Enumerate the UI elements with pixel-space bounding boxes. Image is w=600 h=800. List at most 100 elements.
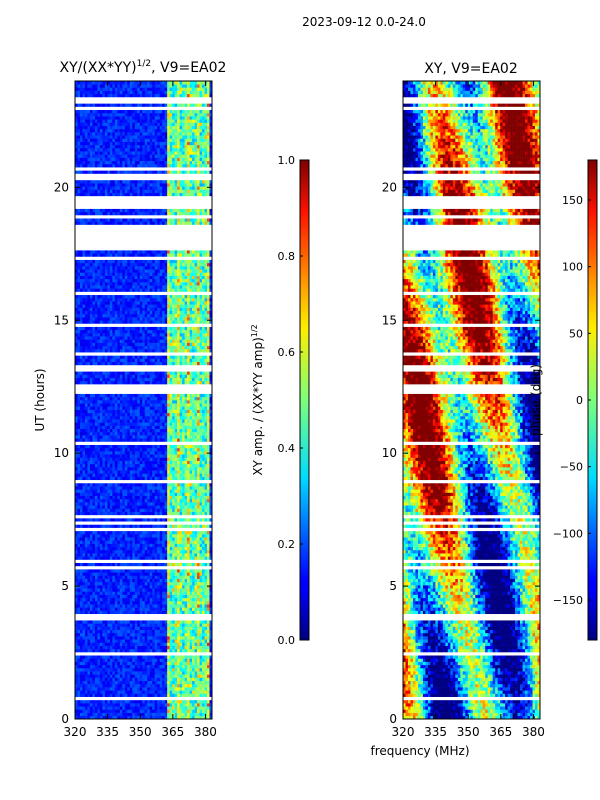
heatmap-cell (122, 610, 126, 615)
heatmap-cell (132, 629, 136, 634)
heatmap-cell (87, 642, 91, 646)
heatmap-cell (109, 540, 113, 544)
heatmap-cell (84, 588, 88, 592)
heatmap-cell (187, 578, 190, 583)
heatmap-cell (144, 594, 148, 599)
heatmap-cell (117, 655, 121, 659)
heatmap-cell (117, 543, 121, 548)
heatmap-cell (119, 476, 123, 481)
heatmap-cell (179, 425, 183, 430)
heatmap-cell (94, 607, 98, 611)
heatmap-cell (204, 495, 208, 500)
heatmap-cell (132, 674, 136, 678)
heatmap-cell (144, 543, 148, 548)
heatmap-cell (192, 556, 195, 560)
heatmap-cell (144, 540, 148, 544)
heatmap-cell (192, 578, 195, 583)
heatmap-cell (147, 518, 151, 522)
heatmap-cell (162, 502, 165, 506)
heatmap-cell (144, 419, 148, 423)
heatmap-cell (97, 553, 101, 557)
heatmap-cell (167, 403, 170, 407)
heatmap-cell (199, 610, 203, 615)
heatmap-cell (132, 511, 136, 516)
heatmap-cell (142, 549, 146, 554)
heatmap-cell (119, 415, 123, 420)
heatmap-cell (102, 419, 106, 423)
heatmap-cell (172, 505, 175, 509)
heatmap-cell (114, 655, 118, 659)
heatmap-cell (82, 524, 86, 528)
heatmap-cell (139, 463, 143, 468)
heatmap-cell (149, 578, 153, 583)
heatmap-cell (159, 623, 163, 627)
heatmap-cell (112, 629, 116, 634)
heatmap-cell (139, 667, 143, 672)
heatmap-cell (194, 632, 198, 637)
heatmap-cell (164, 409, 168, 414)
heatmap-cell (182, 639, 185, 643)
heatmap-cell (199, 569, 203, 573)
heatmap-cell (132, 712, 136, 717)
heatmap-cell (199, 671, 203, 675)
heatmap-cell (184, 533, 188, 538)
heatmap-cell (182, 629, 185, 634)
heatmap-cell (207, 699, 210, 704)
heatmap-cell (162, 495, 165, 500)
heatmap-cell (154, 674, 158, 678)
heatmap-cell (197, 415, 200, 420)
heatmap-cell (132, 533, 136, 538)
heatmap-cell (202, 447, 205, 452)
heatmap-cell (117, 632, 121, 637)
heatmap-cell (127, 403, 131, 407)
heatmap-cell (112, 451, 116, 455)
heatmap-cell (179, 575, 183, 579)
heatmap-cell (179, 530, 183, 535)
heatmap-cell (169, 687, 173, 691)
heatmap-cell (89, 451, 93, 455)
heatmap-cell (197, 648, 200, 653)
heatmap-cell (164, 482, 168, 487)
heatmap-cell (112, 642, 116, 646)
heatmap-cell (109, 530, 113, 535)
heatmap-cell (77, 546, 81, 551)
heatmap-cell (82, 642, 86, 646)
heatmap-cell (177, 460, 180, 465)
heatmap-cell (84, 419, 88, 423)
heatmap-cell (159, 502, 163, 506)
heatmap-cell (92, 518, 96, 522)
heatmap-cell (109, 645, 113, 650)
heatmap-cell (75, 683, 78, 688)
heatmap-cell (119, 687, 123, 691)
heatmap-cell (112, 435, 116, 439)
heatmap-cell (189, 533, 193, 538)
heatmap-cell (179, 466, 183, 471)
heatmap-cell (99, 537, 103, 541)
heatmap-cell (179, 438, 183, 442)
heatmap-cell (89, 648, 93, 653)
heatmap-cell (189, 572, 193, 576)
heatmap-cell (89, 502, 93, 506)
heatmap-cell (159, 533, 163, 538)
heatmap-cell (192, 629, 195, 634)
heatmap-cell (164, 703, 168, 707)
heatmap-cell (79, 690, 83, 694)
heatmap-cell (144, 505, 148, 509)
heatmap-cell (75, 415, 78, 420)
heatmap-cell (204, 524, 208, 528)
heatmap-cell (209, 435, 212, 439)
heatmap-cell (172, 581, 175, 586)
heatmap-cell (192, 425, 195, 430)
heatmap-cell (127, 645, 131, 650)
heatmap-cell (167, 661, 170, 666)
heatmap-cell (164, 530, 168, 535)
heatmap-cell (194, 457, 198, 461)
heatmap-cell (159, 585, 163, 589)
heatmap-cell (149, 671, 153, 675)
heatmap-cell (199, 594, 203, 599)
heatmap-cell (94, 703, 98, 707)
heatmap-cell (182, 578, 185, 583)
heatmap-cell (152, 674, 156, 678)
heatmap-cell (127, 690, 131, 694)
heatmap-cell (137, 495, 141, 500)
